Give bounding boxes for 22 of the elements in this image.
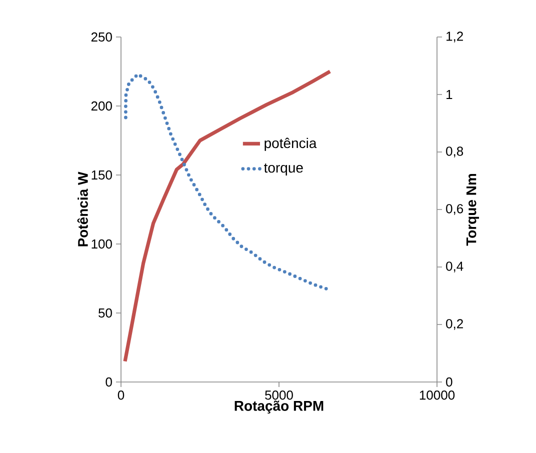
y2-tick-label: 0,2 xyxy=(446,319,463,330)
y-axis-title: Potência W xyxy=(77,172,88,246)
y-tick-label: 50 xyxy=(98,308,112,318)
y2-tick-label: 0 xyxy=(446,377,452,387)
x-tick-label: 0 xyxy=(118,390,124,400)
y-tick-label: 150 xyxy=(92,170,112,180)
y2-tick-label: 0,4 xyxy=(446,262,464,272)
y2-tick-label: 1,2 xyxy=(446,32,463,42)
y2-tick-label: 0,6 xyxy=(446,204,464,215)
x-tick-label: 10000 xyxy=(420,390,455,400)
y-tick-label: 100 xyxy=(92,239,112,249)
legend-label: potência xyxy=(264,138,317,151)
x-tick-label: 5000 xyxy=(265,390,293,400)
y-tick-label: 0 xyxy=(106,377,112,387)
y2-axis-title: Torque Nm xyxy=(466,174,480,246)
y2-tick-label: 0,8 xyxy=(446,146,464,158)
line-series xyxy=(123,70,332,364)
y-tick-label: 200 xyxy=(91,101,112,111)
x-axis-title: Rotação RPM xyxy=(234,400,324,414)
y-tick-label: 250 xyxy=(91,32,112,42)
legend-label: torque xyxy=(264,163,303,176)
y2-tick-label: 1 xyxy=(446,90,452,99)
